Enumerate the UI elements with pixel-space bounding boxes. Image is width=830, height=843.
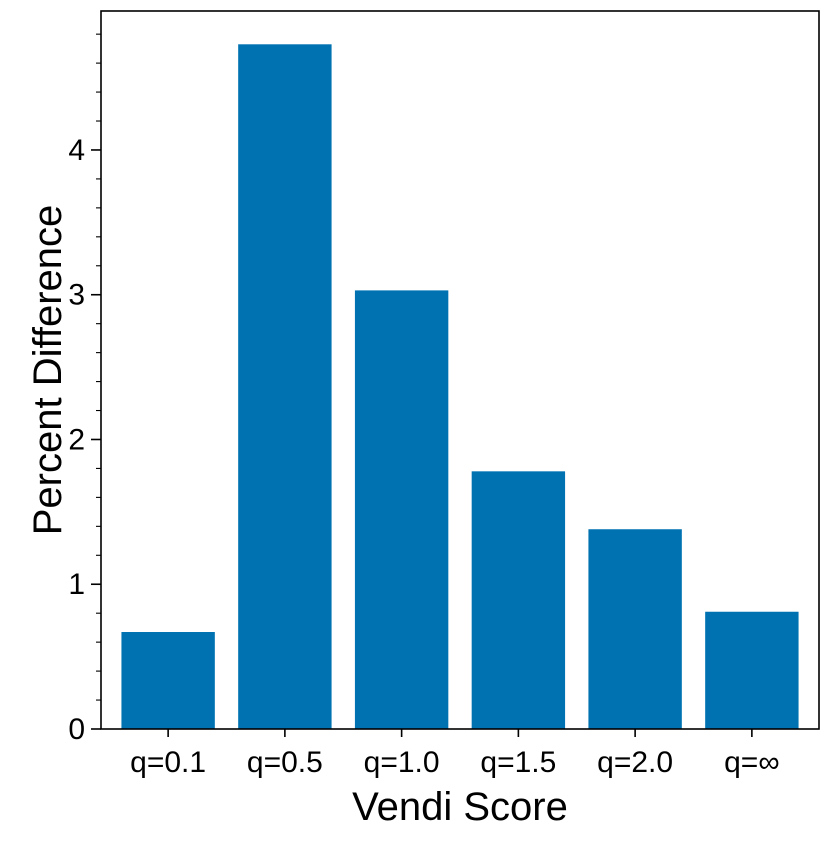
y-tick-label: 2	[68, 423, 85, 456]
plot-frame	[100, 10, 820, 730]
x-tick-label: q=1.5	[480, 746, 556, 779]
y-tick-label: 0	[68, 713, 85, 746]
y-tick-label: 1	[68, 568, 85, 601]
bar-6	[705, 611, 799, 729]
x-axis-label: Vendi Score	[352, 785, 568, 829]
y-tick-label: 3	[68, 279, 85, 312]
bar-5	[588, 529, 682, 729]
x-tick-label: q=∞	[724, 746, 780, 779]
bar-3	[354, 290, 449, 729]
y-axis-label: Percent Difference	[26, 205, 70, 536]
x-tick-label: q=0.1	[130, 746, 206, 779]
x-tick-label: q=1.0	[364, 746, 440, 779]
bar-2	[238, 44, 332, 729]
x-axis-ticks: q=0.1 q=0.5 q=1.0 q=1.5 q=2.0 q=∞	[130, 729, 780, 779]
x-tick-label: q=2.0	[597, 746, 673, 779]
y-tick-label: 4	[68, 134, 85, 167]
bar-1	[121, 632, 215, 729]
y-axis-ticks: 0 1 2 3 4	[68, 33, 101, 746]
bar-4	[471, 471, 566, 729]
bars-group	[121, 44, 799, 729]
x-tick-label: q=0.5	[247, 746, 323, 779]
